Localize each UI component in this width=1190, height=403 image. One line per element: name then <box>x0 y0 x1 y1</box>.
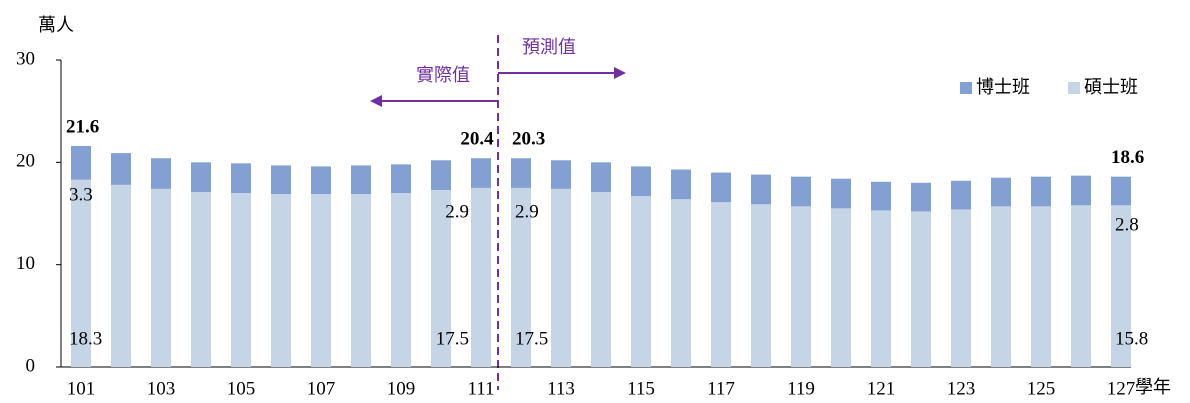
bar-segment <box>671 169 691 200</box>
bar-segment <box>951 209 971 367</box>
bar-segment <box>271 194 291 367</box>
x-tick-label: 103 <box>147 378 176 399</box>
bar-segment <box>71 145 91 180</box>
forecast-annotation: 預測值 <box>522 37 576 58</box>
value-label: 2.9 <box>445 201 469 222</box>
bar-segment <box>1031 176 1051 207</box>
bar-segment <box>391 164 411 194</box>
bar-segment <box>1111 205 1131 367</box>
bar-segment <box>311 166 331 195</box>
value-label: 2.9 <box>515 201 539 222</box>
bar-segment <box>511 187 531 367</box>
bar-segment <box>911 211 931 367</box>
x-tick-label: 105 <box>227 378 256 399</box>
bar-segment <box>911 182 931 212</box>
bar-segment <box>111 184 131 367</box>
y-tick-label: 20 <box>16 151 35 172</box>
bar-segment <box>191 192 211 367</box>
bar-segment <box>591 162 611 193</box>
x-tick-label: 119 <box>787 378 815 399</box>
y-tick-label: 10 <box>16 253 35 274</box>
x-tick-label: 107 <box>307 378 336 399</box>
x-tick-label: 101 <box>67 378 96 399</box>
bar-segment <box>151 188 171 367</box>
value-label: 17.5 <box>436 328 469 349</box>
total-label: 20.3 <box>512 129 545 150</box>
y-tick-label: 0 <box>26 355 36 376</box>
bar-segment <box>711 202 731 367</box>
bar-segment <box>1111 176 1131 206</box>
bar-segment <box>431 160 451 190</box>
bar-segment <box>151 158 171 189</box>
bar-segment <box>791 206 811 367</box>
bar-segment <box>831 178 851 209</box>
bar-segment <box>871 181 891 211</box>
value-label: 3.3 <box>69 184 93 205</box>
bar-segment <box>471 158 491 188</box>
bar-segment <box>471 187 491 367</box>
bar-segment <box>1071 175 1091 206</box>
bar-segment <box>231 163 251 194</box>
value-label: 17.5 <box>515 328 548 349</box>
bar-segment <box>511 158 531 188</box>
bar-segment <box>591 192 611 367</box>
x-tick-label: 113 <box>547 378 575 399</box>
forecast-arrowhead <box>614 67 626 79</box>
bar-segment <box>751 204 771 367</box>
bar-segment <box>71 179 91 367</box>
bar-segment <box>1071 205 1091 367</box>
x-tick-label: 125 <box>1027 378 1056 399</box>
total-label: 20.4 <box>460 129 494 150</box>
total-label: 18.6 <box>1111 147 1144 168</box>
y-axis-label: 萬人 <box>38 15 74 36</box>
bar-segment <box>551 188 571 367</box>
bar-segment <box>191 162 211 193</box>
bar-segment <box>351 165 371 195</box>
bar-segment <box>1031 206 1051 367</box>
x-axis-label: 學年 <box>1135 377 1171 398</box>
x-tick-label: 115 <box>627 378 655 399</box>
x-tick-label: 121 <box>867 378 896 399</box>
y-tick-label: 30 <box>16 48 35 69</box>
bar-segment <box>431 189 451 367</box>
bar-segment <box>111 153 131 185</box>
bar-segment <box>311 194 331 367</box>
bar-segment <box>671 199 691 367</box>
x-tick-label: 109 <box>387 378 416 399</box>
x-tick-label: 127 <box>1107 378 1136 399</box>
x-tick-label: 123 <box>947 378 976 399</box>
bar-segment <box>551 160 571 189</box>
bar-segment <box>631 196 651 367</box>
legend-swatch <box>960 82 972 94</box>
bar-segment <box>831 208 851 367</box>
x-tick-label: 117 <box>707 378 735 399</box>
legend-swatch <box>1068 82 1080 94</box>
value-label: 2.8 <box>1115 214 1139 235</box>
bar-segment <box>231 193 251 367</box>
bar-segment <box>711 172 731 203</box>
value-label: 15.8 <box>1115 328 1148 349</box>
bar-segment <box>871 210 891 367</box>
legend-label: 碩士班 <box>1084 77 1138 98</box>
bar-segment <box>751 174 771 205</box>
legend-label: 博士班 <box>976 77 1030 98</box>
x-tick-label: 111 <box>467 378 494 399</box>
bar-segment <box>271 165 291 195</box>
bar-segment <box>991 206 1011 367</box>
value-label: 18.3 <box>69 328 102 349</box>
bar-segment <box>791 176 811 207</box>
bar-segment <box>391 193 411 367</box>
bar-segment <box>351 194 371 367</box>
bar-segment <box>951 180 971 210</box>
actual-arrowhead <box>370 95 382 107</box>
bar-segment <box>991 177 1011 207</box>
bar-segment <box>631 166 651 197</box>
total-label: 21.6 <box>66 116 99 137</box>
actual-annotation: 實際值 <box>416 65 470 86</box>
